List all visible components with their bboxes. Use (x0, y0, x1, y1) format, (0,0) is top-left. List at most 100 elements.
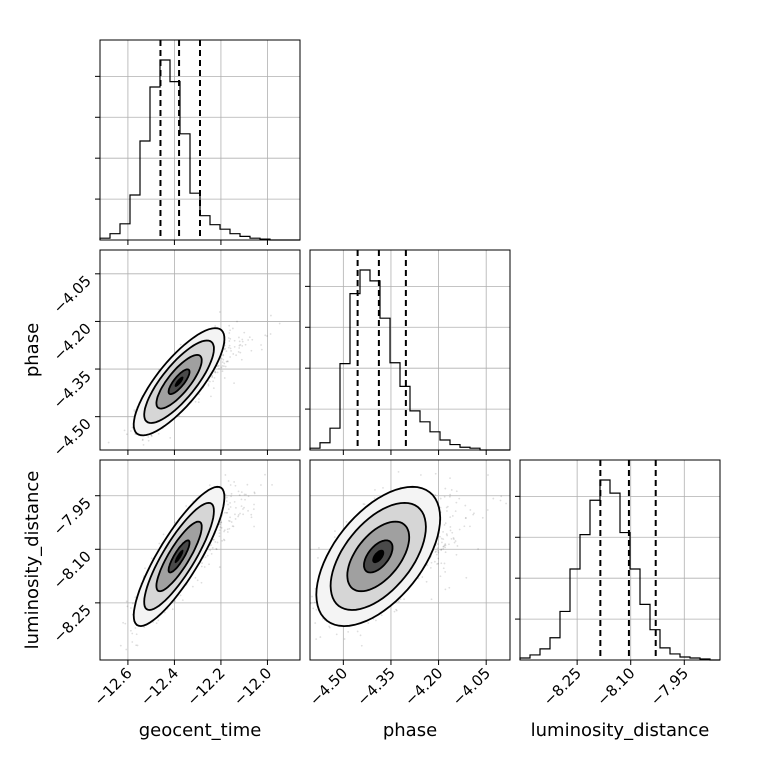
scatter-point (307, 615, 309, 617)
scatter-point (220, 521, 222, 524)
hist-panel-phase (305, 249, 511, 455)
scatter-point (335, 633, 338, 636)
scatter-point (229, 484, 232, 486)
scatter-point (223, 538, 225, 541)
scatter-point (210, 544, 212, 547)
scatter-point (150, 435, 153, 438)
scatter-point (499, 499, 502, 502)
scatter-point (242, 508, 244, 510)
scatter-point (450, 537, 453, 540)
scatter-point (303, 601, 305, 603)
scatter-point (143, 626, 146, 629)
scatter-point (237, 490, 240, 493)
scatter-point (442, 530, 444, 533)
scatter-point (442, 538, 445, 541)
scatter-point (227, 503, 229, 506)
scatter-point (234, 513, 236, 516)
scatter-point (124, 622, 127, 625)
scatter-point (158, 542, 161, 545)
scatter-point (228, 332, 231, 334)
scatter-point (233, 345, 236, 348)
panel-frame (99, 249, 301, 451)
scatter-point (240, 491, 243, 494)
scatter-point (200, 581, 203, 584)
contour-line (167, 539, 191, 574)
scatter-point (449, 529, 452, 532)
contour-line (132, 327, 226, 437)
scatter-point (237, 350, 240, 353)
scatter-point (444, 551, 447, 554)
contour-line (132, 485, 226, 628)
scatter-point (228, 520, 231, 523)
scatter-point (219, 526, 222, 528)
scatter-point (458, 497, 461, 500)
scatter-point (208, 484, 211, 487)
scatter-point (237, 513, 240, 516)
scatter-point (271, 483, 273, 486)
scatter-point (437, 557, 440, 560)
scatter-point (229, 356, 232, 358)
scatter-point (240, 498, 243, 501)
scatter-point (239, 343, 242, 346)
scatter-point (444, 487, 447, 490)
scatter-point (201, 562, 203, 564)
scatter-point (229, 347, 232, 350)
scatter-point (449, 477, 451, 480)
scatter-point (226, 496, 228, 499)
scatter-point (198, 398, 200, 400)
hist-panel-geocent_time (95, 39, 301, 245)
scatter-point (238, 344, 241, 347)
scatter-point (223, 529, 226, 532)
scatter-point (218, 311, 221, 313)
scatter-point (227, 337, 230, 339)
scatter-point (135, 644, 138, 647)
scatter-point (218, 535, 221, 538)
scatter-point (232, 525, 235, 528)
scatter-point (227, 508, 230, 511)
scatter-point (444, 544, 447, 547)
scatter-point (238, 336, 240, 339)
scatter-point (435, 553, 438, 556)
scatter-point (224, 365, 227, 368)
scatter-point (225, 360, 228, 363)
scatter-point (448, 586, 451, 589)
scatter-point (247, 339, 250, 341)
scatter-point (444, 543, 447, 545)
scatter-point (235, 506, 237, 509)
scatter-point (220, 521, 223, 524)
scatter-point (227, 346, 230, 349)
scatter-point (465, 576, 468, 579)
scatter-point (362, 503, 365, 505)
scatter-point (246, 483, 249, 486)
scatter-point (212, 380, 215, 383)
scatter-point (241, 344, 244, 347)
scatter-point (225, 500, 228, 502)
scatter-point (444, 571, 447, 573)
scatter-point (223, 365, 225, 368)
scatter-point (133, 409, 136, 412)
scatter-point (240, 505, 243, 508)
scatter-point (444, 546, 447, 549)
scatter-point (223, 348, 226, 351)
scatter-point (453, 541, 456, 544)
contour-line (155, 353, 203, 410)
scatter-point (214, 371, 217, 374)
scatter-point (463, 525, 466, 528)
scatter-point (207, 383, 210, 386)
scatter-point (229, 337, 232, 340)
scatter-point (223, 511, 226, 514)
scatter-point (315, 638, 318, 640)
scatter-point (334, 530, 336, 533)
scatter-point (208, 563, 210, 566)
scatter-point (150, 434, 153, 437)
scatter-point (253, 492, 256, 495)
scatter-point (222, 358, 225, 361)
scatter-point (229, 506, 232, 508)
panel-frame (519, 459, 721, 661)
scatter-point (395, 608, 397, 611)
scatter-point (234, 484, 237, 487)
scatter-point (469, 509, 472, 511)
scatter-point (247, 509, 249, 512)
density-fill (174, 376, 184, 387)
